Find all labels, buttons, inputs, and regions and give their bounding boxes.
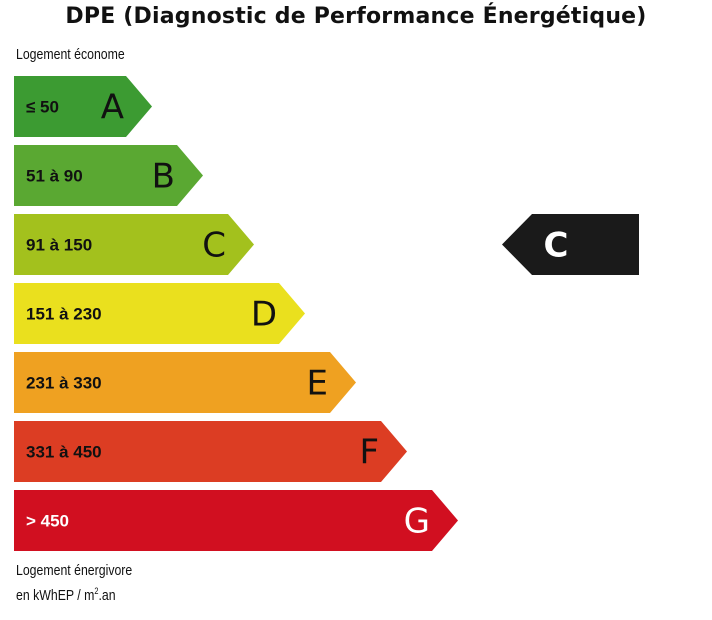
band-f <box>14 421 407 482</box>
efficient-label: Logement économe <box>16 46 125 63</box>
band-g-letter: G <box>404 502 430 542</box>
band-d <box>14 283 305 344</box>
band-b-range: 51 à 90 <box>26 167 83 186</box>
band-f-range: 331 à 450 <box>26 443 102 462</box>
page-title: DPE (Diagnostic de Performance Énergétiq… <box>65 4 647 29</box>
band-b-letter: B <box>152 157 175 197</box>
band-b <box>14 145 203 206</box>
band-c <box>14 214 254 275</box>
unit-suffix: .an <box>98 587 116 604</box>
current-rating-letter: C <box>544 226 569 266</box>
band-d-letter: D <box>251 295 277 335</box>
inefficient-label: Logement énergivore en kWhEP / m2.an <box>16 560 132 606</box>
unit-label: en kWhEP / m2.an <box>16 581 132 606</box>
unit-superscript: 2 <box>94 586 99 596</box>
band-g-range: > 450 <box>26 512 69 531</box>
current-rating-pointer <box>502 214 639 275</box>
band-d-range: 151 à 230 <box>26 305 102 324</box>
band-e-letter: E <box>307 364 328 404</box>
band-f-letter: F <box>359 433 379 473</box>
unit-prefix: en kWhEP / m <box>16 587 95 604</box>
band-a-range: ≤ 50 <box>26 98 59 117</box>
band-e <box>14 352 356 413</box>
band-a <box>14 76 152 137</box>
band-e-range: 231 à 330 <box>26 374 102 393</box>
band-c-range: 91 à 150 <box>26 236 92 255</box>
band-a-letter: A <box>101 88 124 128</box>
inefficient-label-text: Logement énergivore <box>16 562 133 579</box>
band-g <box>14 490 458 551</box>
band-c-letter: C <box>202 226 226 266</box>
